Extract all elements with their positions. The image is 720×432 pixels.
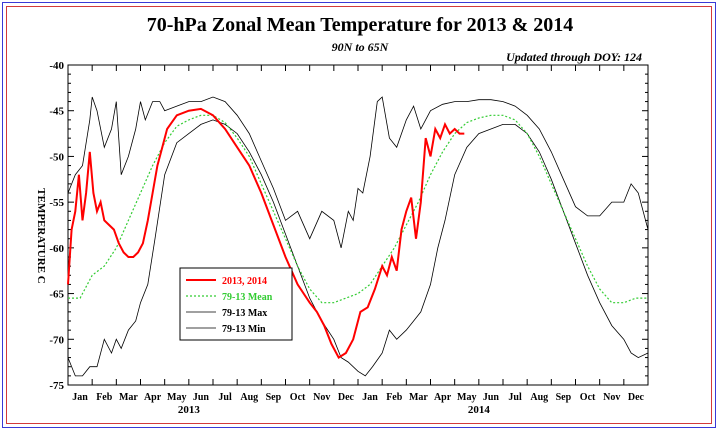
x-tick-label: Jan [72,392,88,403]
x-tick-label: Oct [580,392,596,403]
y-axis-label: TEMPERATURE C [35,188,47,283]
legend-label: 79-13 Mean [222,292,273,303]
axis-ticks: -75 -70 -65 -60 -55 -50 -45 -40 Jan Feb Mar Apr May J… [49,60,649,416]
chart-subtitle: 90N to 65N [331,40,389,54]
updated-note: Updated through DOY: 124 [506,50,642,64]
x-tick-label: Dec [628,392,645,403]
x-tick-label: May [457,392,476,403]
x-tick-label: Jun [193,392,210,403]
x-tick-label: Sep [266,392,282,403]
x-tick-label: Apr [434,392,452,403]
outer-frame-blue [2,2,716,428]
legend-label: 79-13 Min [222,324,266,335]
plot-area [67,64,649,386]
x-tick-label: Nov [313,392,330,403]
series-2013-2014 [67,107,465,360]
legend-label: 2013, 2014 [222,276,267,287]
x-tick-label: Apr [144,392,162,403]
legend-label: 79-13 Max [222,308,267,319]
x-tick-label: Jul [218,392,232,403]
y-tick-label: -50 [49,151,64,163]
x-tick-label: Oct [290,392,306,403]
x-tick-label: Jun [483,392,500,403]
series-group [67,96,649,377]
x-tick-label: May [167,392,186,403]
x-tick-label: Mar [409,392,428,403]
year-label: 2013 [178,404,201,416]
y-tick-label: -65 [49,289,64,301]
legend: 2013, 2014 79-13 Mean 79-13 Max 79-13 Min [179,267,293,341]
year-label: 2014 [468,404,491,416]
y-tick-label: -40 [49,60,64,72]
y-tick-label: -70 [49,334,64,346]
x-tick-label: Aug [240,392,258,403]
y-tick-label: -55 [49,197,64,209]
y-tick-label: -75 [49,380,64,392]
x-tick-label: Jul [508,392,522,403]
y-tick-label: -45 [49,106,64,118]
x-tick-label: Dec [338,392,355,403]
x-tick-label: Nov [603,392,620,403]
x-tick-label: Sep [556,392,572,403]
series-79-13-min [67,119,649,377]
x-tick-label: Mar [119,392,138,403]
x-tick-label: Feb [386,392,403,403]
y-tick-label: -60 [49,243,64,255]
x-tick-label: Jan [362,392,378,403]
outer-frame-red [6,6,712,424]
series-79-13-mean [68,114,648,304]
series-79-13-max [67,96,649,249]
chart-title: 70-hPa Zonal Mean Temperature for 2013 &… [146,14,574,36]
x-tick-label: Aug [530,392,548,403]
x-tick-label: Feb [96,392,113,403]
